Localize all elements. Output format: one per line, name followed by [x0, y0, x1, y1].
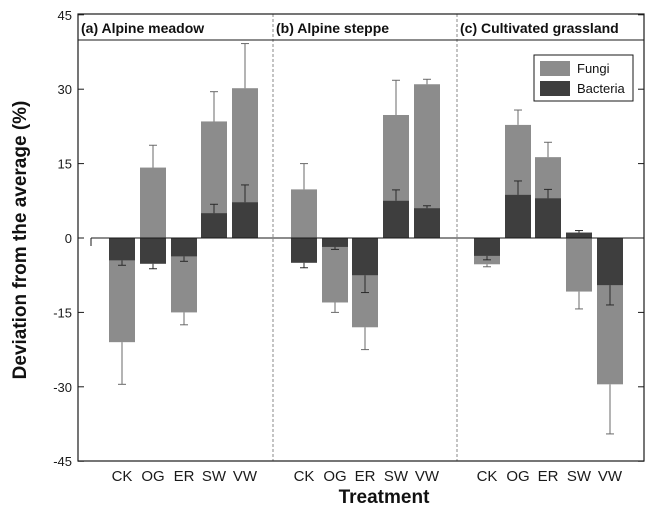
- x-category-label: ER: [355, 468, 376, 485]
- x-axis-title: Treatment: [339, 487, 430, 506]
- x-category-label: ER: [538, 468, 559, 485]
- legend-swatch-bacteria: [540, 81, 570, 96]
- y-axis-title: Deviation from the average (%): [10, 101, 31, 380]
- bar-bacteria: [232, 202, 258, 238]
- axes-layer: 45 30 15 0 -15 -30 -45: [53, 8, 645, 469]
- x-category-label: OG: [323, 468, 346, 485]
- x-category-label: VW: [415, 468, 440, 485]
- y-tick-label: 45: [58, 8, 72, 23]
- panel-titles: (a) Alpine meadow (b) Alpine steppe (c) Cu…: [81, 20, 619, 36]
- y-tick-label: -45: [53, 454, 72, 469]
- bar-fungi: [291, 189, 317, 238]
- bar-bacteria: [566, 232, 592, 238]
- y-tick-label: 30: [58, 82, 72, 97]
- legend: Fungi Bacteria: [533, 54, 634, 102]
- error-bars-layer: [118, 43, 614, 435]
- x-category-label: ER: [174, 468, 195, 485]
- bar-bacteria: [291, 238, 317, 263]
- bar-bacteria: [505, 194, 531, 238]
- bar-bacteria: [109, 238, 135, 261]
- legend-swatch-fungi: [540, 61, 570, 76]
- x-category-label: OG: [141, 468, 164, 485]
- panel-title: (a) Alpine meadow: [81, 20, 204, 36]
- y-tick-label: -15: [53, 305, 72, 320]
- category-labels: CK OG ER SW VW CK OG ER SW VW CK OG ER SW VW: [112, 468, 623, 485]
- y-tick-label: 15: [58, 157, 72, 172]
- bar-bacteria: [414, 208, 440, 238]
- x-category-label: VW: [233, 468, 258, 485]
- y-tick-label: 0: [65, 231, 72, 246]
- panel-dividers: [272, 14, 458, 461]
- bar-bacteria: [201, 213, 227, 238]
- x-category-label: SW: [202, 468, 227, 485]
- bars-layer: [109, 84, 623, 385]
- panel-title: (c) Cultivated grassland: [460, 20, 619, 36]
- bar-bacteria: [322, 238, 348, 247]
- panel-title: (b) Alpine steppe: [276, 20, 389, 36]
- bar-bacteria: [140, 238, 166, 264]
- x-category-label: CK: [112, 468, 133, 485]
- x-category-label: OG: [506, 468, 529, 485]
- x-category-label: SW: [384, 468, 409, 485]
- bar-fungi: [566, 238, 592, 292]
- bar-bacteria: [535, 198, 561, 238]
- x-category-label: CK: [294, 468, 315, 485]
- x-category-label: VW: [598, 468, 623, 485]
- y-tick-label: -30: [53, 380, 72, 395]
- bar-bacteria: [171, 238, 197, 257]
- legend-label-bacteria: Bacteria: [577, 81, 625, 96]
- bar-bacteria: [383, 200, 409, 238]
- bar-bacteria: [352, 238, 378, 276]
- bar-bacteria: [474, 238, 500, 256]
- x-category-label: SW: [567, 468, 592, 485]
- bar-fungi: [140, 167, 166, 238]
- x-category-label: CK: [477, 468, 498, 485]
- bar-bacteria: [597, 238, 623, 286]
- legend-label-fungi: Fungi: [577, 61, 610, 76]
